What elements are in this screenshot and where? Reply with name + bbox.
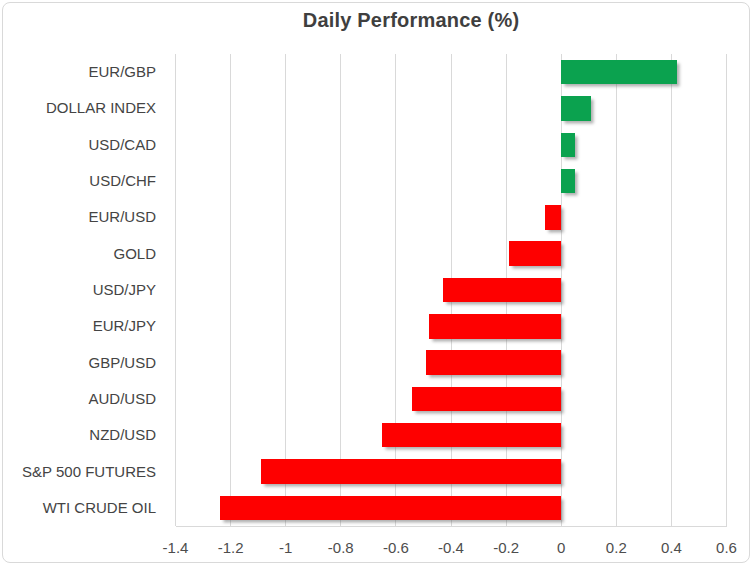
x-tick-label: -0.6	[383, 539, 409, 556]
chart-title: Daily Performance (%)	[303, 9, 520, 32]
category-label: GBP/USD	[8, 354, 156, 372]
gridline	[671, 54, 672, 526]
gridline	[285, 54, 286, 526]
x-tick-label: 0.4	[661, 539, 682, 556]
bar	[220, 496, 562, 521]
category-label: AUD/USD	[8, 390, 156, 408]
gridline	[230, 54, 231, 526]
gridline	[340, 54, 341, 526]
x-tick-label: 0.2	[606, 539, 627, 556]
x-tick-label: -1.2	[218, 539, 244, 556]
bar	[429, 314, 561, 339]
x-tick-label: -0.8	[328, 539, 354, 556]
bar	[509, 241, 561, 266]
x-tick-label: 0	[557, 539, 565, 556]
category-label: USD/CAD	[8, 136, 156, 154]
bar	[443, 278, 561, 303]
category-label: GOLD	[8, 245, 156, 263]
category-label: S&P 500 FUTURES	[8, 463, 156, 481]
bar	[261, 459, 561, 484]
category-label: USD/JPY	[8, 281, 156, 299]
bar	[561, 133, 575, 158]
bar	[561, 60, 677, 85]
category-label: DOLLAR INDEX	[8, 99, 156, 117]
bar	[561, 169, 575, 194]
x-tick-label: -1	[279, 539, 292, 556]
x-tick-label: -0.4	[438, 539, 464, 556]
bar	[412, 387, 561, 412]
x-tick-label: 0.6	[716, 539, 737, 556]
bar	[426, 350, 561, 375]
category-label: EUR/USD	[8, 208, 156, 226]
gridline	[175, 54, 176, 526]
category-label: NZD/USD	[8, 426, 156, 444]
category-label: USD/CHF	[8, 172, 156, 190]
daily-performance-chart: Daily Performance (%) EUR/GBP DOLLAR INDE…	[0, 0, 754, 569]
gridline	[395, 54, 396, 526]
gridline	[616, 54, 617, 526]
x-tick-label: -0.2	[493, 539, 519, 556]
category-label: EUR/GBP	[8, 63, 156, 81]
bar	[561, 96, 591, 121]
gridline	[726, 54, 727, 526]
bar	[382, 423, 561, 448]
x-axis-line	[176, 526, 727, 527]
bar	[545, 205, 562, 230]
x-tick-label: -1.4	[163, 539, 189, 556]
category-label: WTI CRUDE OIL	[8, 499, 156, 517]
category-label: EUR/JPY	[8, 317, 156, 335]
